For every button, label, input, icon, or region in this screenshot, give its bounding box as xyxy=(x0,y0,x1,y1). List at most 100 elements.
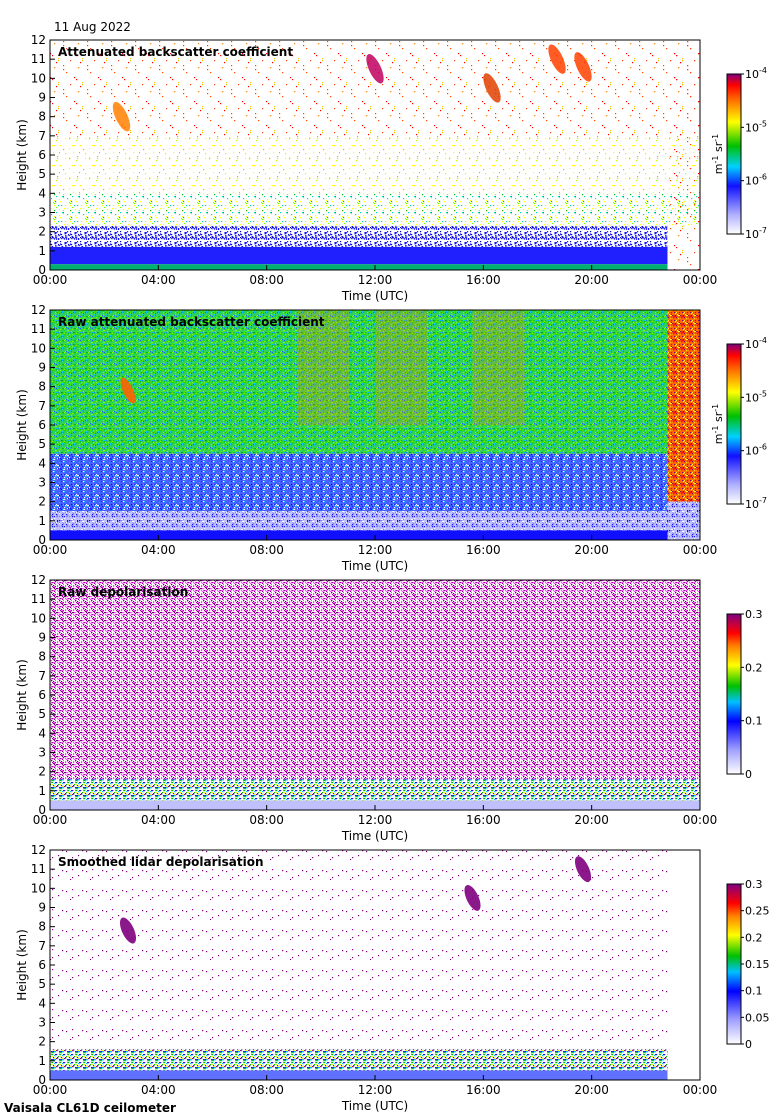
x-tick-label: 00:00 xyxy=(683,813,718,827)
y-tick-label: 10 xyxy=(31,881,46,895)
y-tick-label: 12 xyxy=(31,843,46,857)
y-tick-label: 12 xyxy=(31,33,46,47)
y-axis-label: Height (km) xyxy=(15,389,29,460)
colorbar-tick-label: 10-4 xyxy=(745,66,767,81)
colorbar-3 xyxy=(726,613,742,775)
x-tick-label: 12:00 xyxy=(358,813,393,827)
instrument-label: Vaisala CL61D ceilometer xyxy=(4,1101,176,1115)
y-tick-label: 4 xyxy=(38,186,46,200)
colorbar-tick-label: 10-6 xyxy=(745,173,767,188)
y-tick-label: 8 xyxy=(38,650,46,664)
y-axis-label: Height (km) xyxy=(15,119,29,190)
colorbar-units: m-1 sr-1 xyxy=(711,134,725,174)
colorbar-1 xyxy=(726,73,742,235)
y-tick-label: 9 xyxy=(38,901,46,915)
panel-4-field xyxy=(50,850,668,1080)
x-tick-label: 00:00 xyxy=(33,543,68,557)
y-axis-label: Height (km) xyxy=(15,659,29,730)
panel-2-field xyxy=(50,310,700,540)
x-tick-label: 20:00 xyxy=(574,543,609,557)
x-tick-label: 12:00 xyxy=(358,543,393,557)
y-tick-label: 2 xyxy=(38,495,46,509)
y-tick-label: 9 xyxy=(38,361,46,375)
y-tick-label: 4 xyxy=(38,996,46,1010)
y-tick-label: 7 xyxy=(38,939,46,953)
x-axis-label: Time (UTC) xyxy=(341,1099,408,1113)
y-tick-label: 10 xyxy=(31,611,46,625)
x-tick-label: 04:00 xyxy=(141,543,176,557)
date-label: 11 Aug 2022 xyxy=(54,20,131,34)
y-tick-label: 11 xyxy=(31,592,46,606)
y-tick-label: 3 xyxy=(38,1016,46,1030)
y-tick-label: 11 xyxy=(31,322,46,336)
colorbar-tick-label: 0.3 xyxy=(745,608,763,621)
colorbar-tick-label: 0.2 xyxy=(745,931,763,944)
x-tick-label: 16:00 xyxy=(466,273,501,287)
panel-3-title: Raw depolarisation xyxy=(58,585,188,599)
y-tick-label: 1 xyxy=(38,244,46,258)
x-tick-label: 00:00 xyxy=(683,1083,718,1097)
y-axis-label: Height (km) xyxy=(15,929,29,1000)
y-tick-label: 2 xyxy=(38,765,46,779)
x-tick-label: 00:00 xyxy=(683,543,718,557)
x-axis-label: Time (UTC) xyxy=(341,559,408,573)
y-tick-label: 5 xyxy=(38,977,46,991)
y-tick-label: 1 xyxy=(38,514,46,528)
y-tick-label: 5 xyxy=(38,707,46,721)
colorbar-tick-label: 0 xyxy=(745,1038,752,1051)
colorbar-tick-label: 0.2 xyxy=(745,661,763,674)
colorbar-tick-label: 0 xyxy=(745,768,752,781)
y-tick-label: 10 xyxy=(31,71,46,85)
y-tick-label: 8 xyxy=(38,920,46,934)
x-tick-label: 04:00 xyxy=(141,273,176,287)
x-axis-label: Time (UTC) xyxy=(341,829,408,843)
x-tick-label: 08:00 xyxy=(249,273,284,287)
colorbar-2 xyxy=(726,343,742,505)
y-tick-label: 6 xyxy=(38,418,46,432)
y-tick-label: 10 xyxy=(31,341,46,355)
x-tick-label: 00:00 xyxy=(683,273,718,287)
y-tick-label: 3 xyxy=(38,746,46,760)
y-tick-label: 7 xyxy=(38,129,46,143)
x-tick-label: 12:00 xyxy=(358,273,393,287)
x-tick-label: 00:00 xyxy=(33,813,68,827)
y-tick-label: 0 xyxy=(38,263,46,277)
panel-2-title: Raw attenuated backscatter coefficient xyxy=(58,315,325,329)
x-tick-label: 20:00 xyxy=(574,1083,609,1097)
y-tick-label: 11 xyxy=(31,862,46,876)
colorbar-tick-label: 0.3 xyxy=(745,878,763,891)
colorbar-tick-label: 10-7 xyxy=(745,496,767,511)
colorbar-tick-label: 0.15 xyxy=(745,958,770,971)
panel-3-field xyxy=(50,580,700,810)
y-tick-label: 11 xyxy=(31,52,46,66)
y-tick-label: 0 xyxy=(38,1073,46,1087)
colorbar-tick-label: 10-7 xyxy=(745,226,767,241)
y-tick-label: 4 xyxy=(38,726,46,740)
y-tick-label: 6 xyxy=(38,688,46,702)
y-tick-label: 7 xyxy=(38,399,46,413)
colorbar-tick-label: 10-5 xyxy=(745,389,767,404)
x-axis-label: Time (UTC) xyxy=(341,289,408,303)
y-tick-label: 8 xyxy=(38,110,46,124)
x-tick-label: 00:00 xyxy=(33,273,68,287)
y-tick-label: 9 xyxy=(38,631,46,645)
y-tick-label: 8 xyxy=(38,380,46,394)
x-tick-label: 16:00 xyxy=(466,1083,501,1097)
y-tick-label: 5 xyxy=(38,167,46,181)
y-tick-label: 4 xyxy=(38,456,46,470)
colorbar-tick-label: 0.05 xyxy=(745,1011,770,1024)
y-tick-label: 12 xyxy=(31,573,46,587)
colorbar-tick-label: 0.1 xyxy=(745,985,763,998)
y-tick-label: 2 xyxy=(38,1035,46,1049)
x-tick-label: 08:00 xyxy=(249,813,284,827)
x-tick-label: 16:00 xyxy=(466,543,501,557)
x-tick-label: 12:00 xyxy=(358,1083,393,1097)
x-tick-label: 00:00 xyxy=(33,1083,68,1097)
y-tick-label: 5 xyxy=(38,437,46,451)
colorbar-tick-label: 10-6 xyxy=(745,443,767,458)
colorbar-tick-label: 10-5 xyxy=(745,119,767,134)
colorbar-tick-label: 10-4 xyxy=(745,336,767,351)
x-tick-label: 08:00 xyxy=(249,543,284,557)
y-tick-label: 1 xyxy=(38,1054,46,1068)
